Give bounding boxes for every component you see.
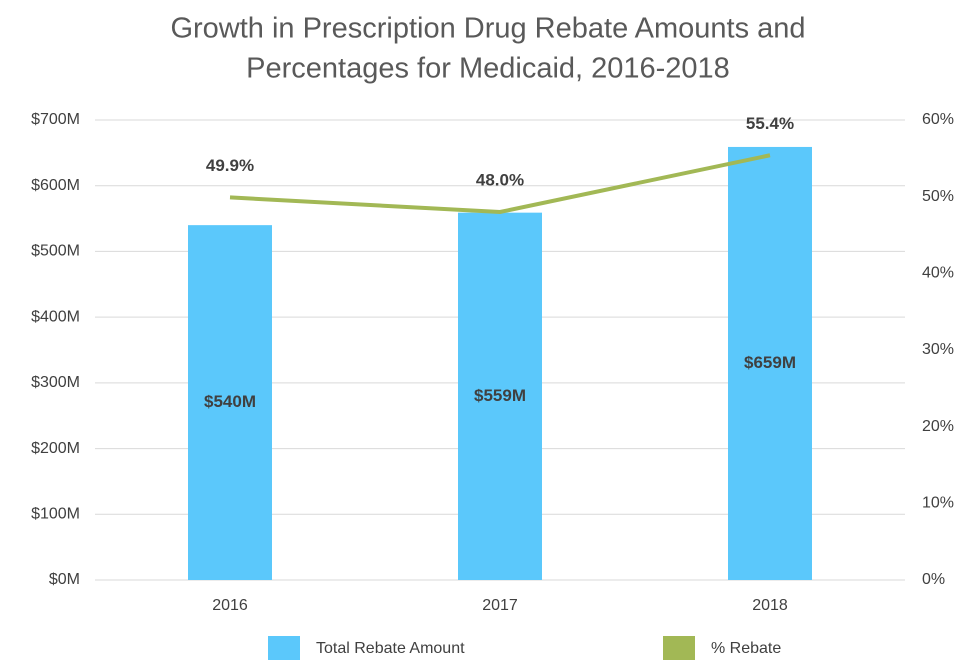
legend-label: % Rebate: [711, 640, 781, 657]
legend-swatch: [268, 636, 300, 660]
x-tick-label: 2016: [212, 597, 248, 614]
bar: [728, 146, 812, 580]
y2-tick-label: 60%: [922, 111, 954, 128]
line-value-label: 55.4%: [746, 114, 794, 133]
chart-title: Growth in Prescription Drug Rebate Amoun…: [170, 13, 805, 45]
y-tick-label: $700M: [31, 111, 80, 128]
bar-value-label: $540M: [204, 392, 256, 411]
line-value-label: 48.0%: [476, 170, 524, 189]
bar: [188, 225, 272, 580]
x-tick-label: 2017: [482, 597, 518, 614]
y2-tick-label: 50%: [922, 188, 954, 205]
bar-value-label: $659M: [744, 353, 796, 372]
line: [229, 153, 771, 215]
legend-swatch: [663, 636, 695, 660]
y2-tick-label: 10%: [922, 495, 954, 512]
bar-value-label: $559M: [474, 386, 526, 405]
x-tick-label: 2018: [752, 597, 788, 614]
y2-tick-label: 20%: [922, 418, 954, 435]
y-tick-label: $300M: [31, 374, 80, 391]
y-tick-label: $200M: [31, 440, 80, 457]
y-tick-label: $100M: [31, 506, 80, 523]
y-tick-label: $600M: [31, 177, 80, 194]
y2-tick-label: 30%: [922, 341, 954, 358]
y-tick-label: $500M: [31, 243, 80, 260]
y-tick-label: $0M: [49, 571, 80, 588]
legend-label: Total Rebate Amount: [316, 640, 465, 657]
bar: [458, 212, 542, 580]
line-value-label: 49.9%: [206, 156, 254, 175]
chart-title: Percentages for Medicaid, 2016-2018: [246, 53, 730, 85]
y2-tick-label: 0%: [922, 571, 945, 588]
y2-tick-label: 40%: [922, 265, 954, 282]
y-tick-label: $400M: [31, 308, 80, 325]
